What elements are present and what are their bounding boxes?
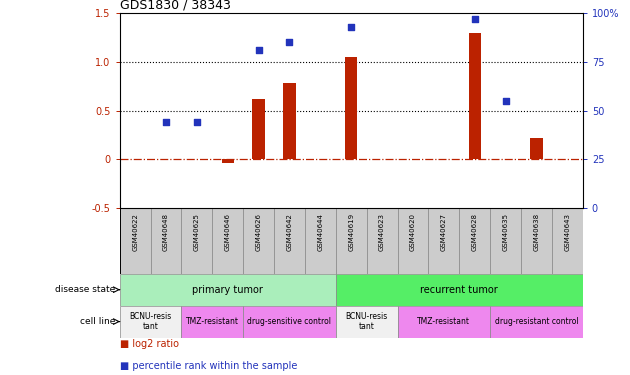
Point (500, 98, 510, 104)
Text: drug-sensitive control: drug-sensitive control (248, 317, 331, 326)
Bar (120, 208, 151, 274)
Text: BCNU-resis
tant: BCNU-resis tant (129, 312, 172, 331)
Bar (274, 208, 305, 274)
Point (285, 39, 295, 45)
Bar (336, 208, 367, 274)
Text: GDS1830 / 38343: GDS1830 / 38343 (120, 0, 231, 12)
Point (469, 16, 480, 22)
Text: GSM40626: GSM40626 (256, 213, 261, 251)
Bar (459, 208, 490, 274)
Point (161, 119, 171, 125)
Text: GSM40635: GSM40635 (503, 213, 508, 251)
Bar (345, 57, 357, 159)
Text: GSM40627: GSM40627 (441, 213, 447, 251)
Text: TMZ-resistant: TMZ-resistant (417, 317, 471, 326)
Bar (181, 306, 243, 338)
Bar (305, 208, 336, 274)
Text: GSM40625: GSM40625 (194, 213, 200, 250)
Text: disease state: disease state (55, 285, 115, 294)
Text: GSM40648: GSM40648 (163, 213, 169, 251)
Text: recurrent tumor: recurrent tumor (420, 285, 498, 295)
Text: GSM40619: GSM40619 (348, 213, 354, 251)
Bar (336, 274, 583, 306)
Bar (336, 306, 398, 338)
Text: drug-resistant control: drug-resistant control (495, 317, 578, 326)
Bar (181, 208, 212, 274)
Text: GSM40622: GSM40622 (132, 213, 138, 250)
Bar (253, 99, 265, 159)
Text: ■ log2 ratio: ■ log2 ratio (120, 339, 179, 350)
Text: GSM40646: GSM40646 (225, 213, 231, 251)
Text: ■ percentile rank within the sample: ■ percentile rank within the sample (120, 361, 297, 371)
Text: GSM40644: GSM40644 (318, 213, 323, 250)
Bar (243, 306, 336, 338)
Text: GSM40620: GSM40620 (410, 213, 416, 251)
Bar (151, 208, 181, 274)
Bar (490, 306, 583, 338)
Bar (469, 33, 481, 159)
Bar (243, 208, 274, 274)
Text: GSM40638: GSM40638 (534, 213, 539, 251)
Bar (490, 208, 521, 274)
Bar (284, 83, 295, 159)
Point (346, 24, 357, 30)
Text: GSM40642: GSM40642 (287, 213, 292, 250)
Bar (398, 306, 490, 338)
Text: GSM40628: GSM40628 (472, 213, 478, 251)
Text: cell line: cell line (79, 317, 115, 326)
Text: BCNU-resis
tant: BCNU-resis tant (345, 312, 388, 331)
Text: primary tumor: primary tumor (192, 285, 263, 295)
Point (253, 47, 264, 53)
Bar (398, 208, 428, 274)
Bar (521, 208, 552, 274)
Bar (222, 159, 234, 163)
Point (192, 119, 202, 125)
Bar (120, 306, 181, 338)
Text: GSM40643: GSM40643 (564, 213, 570, 251)
Text: GSM40623: GSM40623 (379, 213, 385, 251)
Bar (212, 208, 243, 274)
Bar (367, 208, 398, 274)
Bar (428, 208, 459, 274)
Bar (552, 208, 583, 274)
Text: TMZ-resistant: TMZ-resistant (186, 317, 239, 326)
Bar (530, 138, 542, 159)
Bar (120, 274, 336, 306)
